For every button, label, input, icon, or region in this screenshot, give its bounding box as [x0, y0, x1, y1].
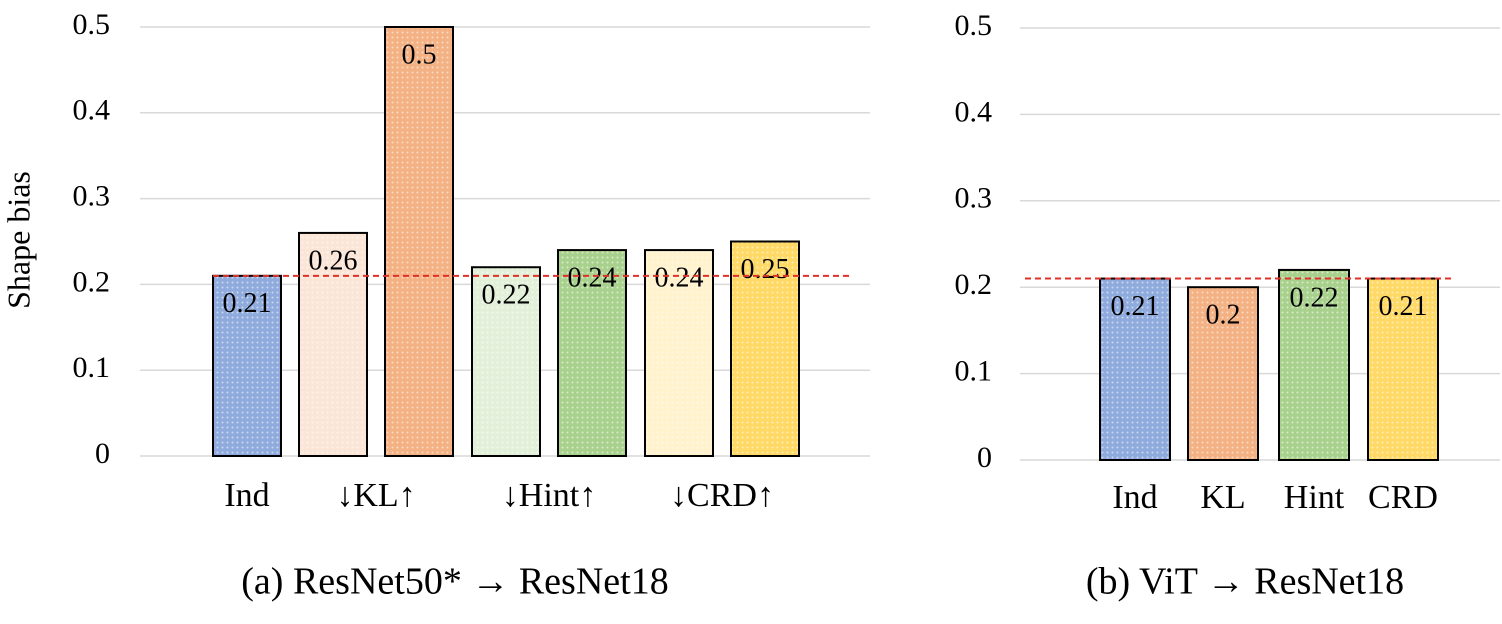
x-tick-label: Hint — [1284, 479, 1345, 516]
x-tick-label: Ind — [1112, 479, 1157, 516]
bar-texture — [386, 28, 452, 455]
y-tick-label: 0.4 — [73, 94, 111, 127]
data-label: 0.2 — [1206, 300, 1241, 331]
bar-texture — [1280, 270, 1348, 459]
x-tick-label: ↓KL↑ — [336, 477, 415, 514]
y-tick-label: 0 — [95, 437, 110, 470]
bar-texture — [1369, 279, 1437, 459]
x-tick-label: ↓Hint↑ — [502, 477, 596, 514]
x-tick-label: ↓CRD↑ — [670, 477, 774, 514]
data-label: 0.26 — [309, 245, 358, 276]
bar-texture — [1189, 288, 1257, 459]
data-label: 0.24 — [568, 263, 617, 294]
bar-texture — [732, 242, 798, 455]
data-label: 0.24 — [655, 263, 704, 294]
y-tick-label: 0.5 — [955, 9, 993, 42]
bar-texture — [1101, 279, 1169, 459]
y-axis-label: Shape bias — [0, 171, 36, 309]
data-label: 0.25 — [741, 254, 790, 285]
data-label: 0.22 — [482, 280, 531, 311]
chart-title: (b) ViT → ResNet18 — [1086, 561, 1404, 603]
bar-texture — [473, 268, 539, 455]
y-tick-label: 0.4 — [955, 95, 993, 128]
x-tick-label: KL — [1200, 479, 1245, 516]
x-tick-label: CRD — [1368, 479, 1438, 516]
y-tick-label: 0.2 — [955, 268, 993, 301]
y-tick-label: 0.1 — [73, 351, 111, 384]
data-label: 0.21 — [1111, 291, 1160, 322]
y-tick-label: 0.3 — [73, 179, 111, 212]
data-label: 0.22 — [1290, 282, 1339, 313]
x-tick-label: Ind — [224, 477, 269, 514]
bar-texture — [300, 233, 366, 455]
chart-title: (a) ResNet50* → ResNet18 — [241, 561, 668, 603]
data-label: 0.5 — [402, 39, 437, 70]
data-label: 0.21 — [1379, 291, 1428, 322]
y-tick-label: 0.2 — [73, 265, 111, 298]
bar-texture — [214, 276, 280, 455]
y-tick-label: 0.3 — [955, 182, 993, 215]
bar-texture — [559, 251, 625, 455]
bar-texture — [646, 251, 712, 455]
y-tick-label: 0 — [977, 441, 992, 474]
data-label: 0.21 — [223, 288, 272, 319]
y-tick-label: 0.1 — [955, 354, 993, 387]
y-tick-label: 0.5 — [73, 8, 111, 41]
